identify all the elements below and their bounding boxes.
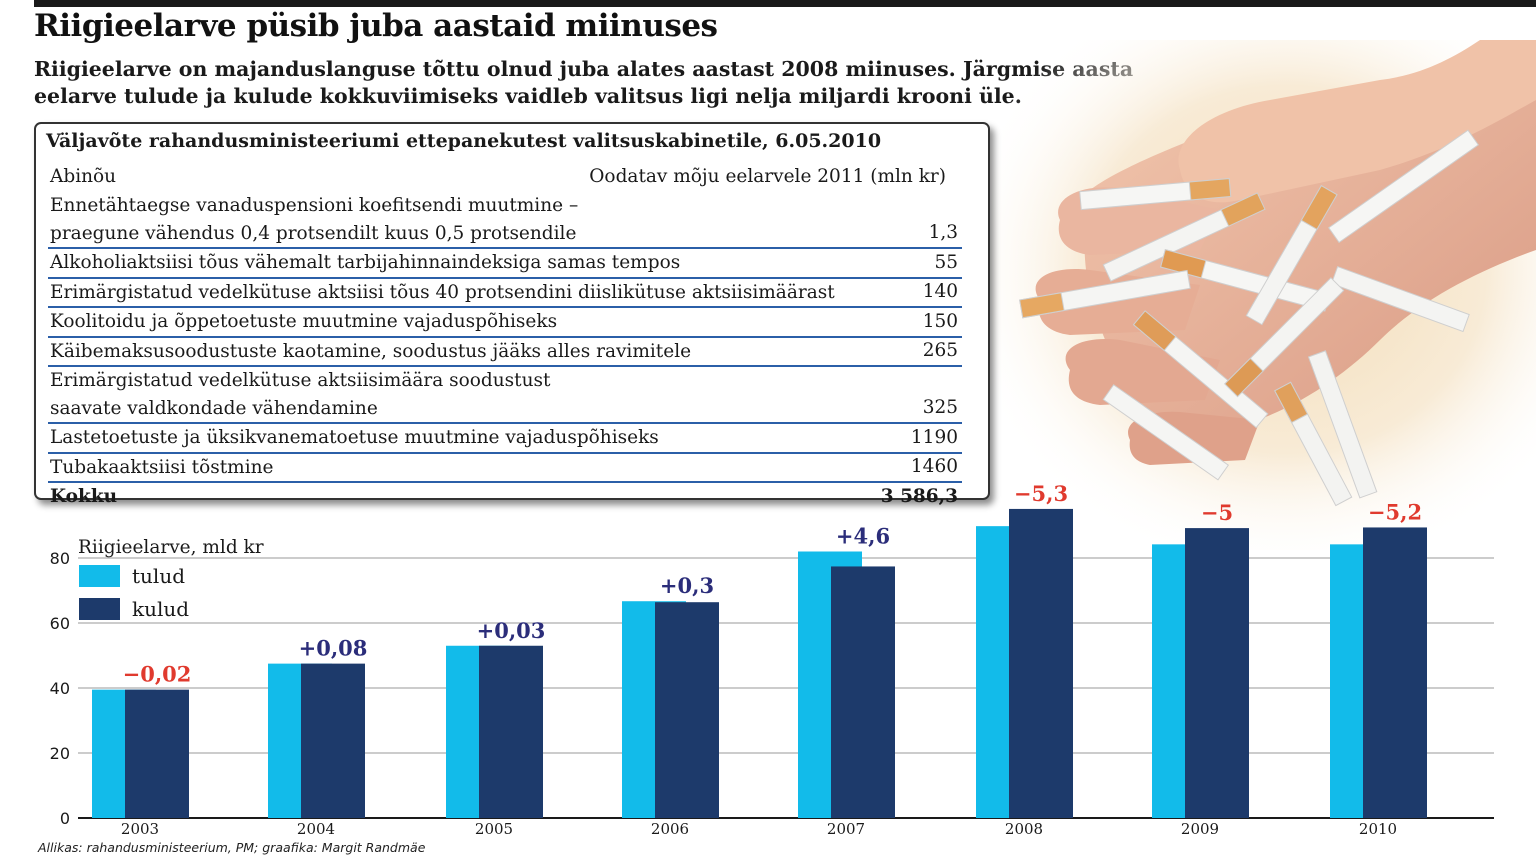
row-label: Alkoholiaktsiisi tõus vähemalt tarbijahi… bbox=[50, 252, 681, 273]
row-label-line: Erimärgistatud vedelkütuse aktsiisimäära… bbox=[50, 370, 551, 391]
bar-kulud bbox=[125, 689, 189, 818]
row-value: 325 bbox=[922, 397, 958, 418]
row-value: 55 bbox=[934, 251, 958, 273]
total-value: 3 586,3 bbox=[880, 485, 958, 507]
bar-kulud bbox=[1185, 528, 1249, 818]
bar-kulud bbox=[1363, 527, 1427, 818]
x-tick-label: 2010 bbox=[1359, 820, 1397, 838]
y-tick-label: 20 bbox=[50, 744, 70, 763]
source-note: Allikas: rahandusministeerium, PM; graaf… bbox=[38, 840, 426, 855]
balance-label: −5,3 bbox=[1014, 481, 1068, 506]
row-label: Tubakaaktsiisi tõstmine bbox=[50, 456, 274, 478]
y-tick-label: 40 bbox=[50, 679, 70, 698]
x-tick-label: 2009 bbox=[1181, 820, 1219, 838]
row-value: 1460 bbox=[910, 456, 958, 477]
table-total-row: Kokku 3 586,3 bbox=[48, 483, 962, 511]
balance-label: −5 bbox=[1201, 500, 1233, 525]
row-label: Erimärgistatud vedelkütuse aktsiisi tõus… bbox=[50, 281, 835, 303]
row-value: 1,3 bbox=[928, 222, 958, 243]
row-value: 140 bbox=[922, 281, 958, 302]
table-row: Ennetähtaegse vanaduspensioni koefitsend… bbox=[48, 192, 962, 249]
balance-label: +0,08 bbox=[299, 636, 368, 661]
cigarettes-in-hand-illustration bbox=[980, 40, 1536, 550]
table-rows: Ennetähtaegse vanaduspensioni koefitsend… bbox=[48, 192, 962, 511]
row-value: 265 bbox=[922, 340, 958, 361]
y-tick-label: 0 bbox=[60, 809, 70, 828]
y-tick-label: 60 bbox=[50, 614, 70, 633]
balance-label: +0,3 bbox=[660, 573, 714, 598]
legend-swatch-tulud bbox=[79, 565, 120, 587]
lead-text: Riigieelarve on majanduslanguse tõttu ol… bbox=[34, 57, 1134, 108]
row-label-line: Ennetähtaegse vanaduspensioni koefitsend… bbox=[50, 195, 579, 216]
balance-label: +4,6 bbox=[836, 524, 890, 549]
table-row: Alkoholiaktsiisi tõus vähemalt tarbijahi… bbox=[48, 249, 962, 279]
y-axis-title: Riigieelarve, mld kr bbox=[78, 537, 264, 558]
table-row: Erimärgistatud vedelkütuse aktsiisimäära… bbox=[48, 367, 962, 424]
row-label-line: saavate valdkondade vähendamine bbox=[50, 397, 378, 419]
bar-kulud bbox=[655, 602, 719, 818]
balance-label: +0,03 bbox=[477, 618, 546, 643]
table-row: Käibemaksusoodustuste kaotamine, soodust… bbox=[48, 338, 962, 367]
balance-label: −5,2 bbox=[1368, 499, 1422, 524]
x-tick-label: 2003 bbox=[121, 820, 159, 838]
x-tick-label: 2005 bbox=[475, 820, 513, 838]
column-header-effect: Oodatav mõju eelarvele 2011 (mln kr) bbox=[589, 166, 946, 187]
x-tick-label: 2004 bbox=[297, 820, 335, 838]
legend-label-tulud: tulud bbox=[132, 564, 185, 588]
measures-table: Väljavõte rahandusministeeriumi ettepane… bbox=[34, 122, 990, 507]
table-row: Koolitoidu ja õppetoetuste muutmine vaja… bbox=[48, 308, 962, 338]
row-label: Käibemaksusoodustuste kaotamine, soodust… bbox=[50, 340, 692, 362]
balance-label: −0,02 bbox=[123, 662, 192, 687]
table-title: Väljavõte rahandusministeeriumi ettepane… bbox=[46, 130, 882, 152]
table-row: Tubakaaktsiisi tõstmine 1460 bbox=[48, 454, 962, 483]
column-header-measure: Abinõu bbox=[50, 166, 117, 187]
table-row: Lastetoetuste ja üksikvanematoetuse muut… bbox=[48, 424, 962, 454]
headline: Riigieelarve püsib juba aastaid miinuses bbox=[34, 8, 718, 44]
x-tick-label: 2007 bbox=[827, 820, 865, 838]
row-label: Koolitoidu ja õppetoetuste muutmine vaja… bbox=[50, 311, 558, 332]
legend-swatch-kulud bbox=[79, 598, 120, 620]
bar-kulud bbox=[1009, 508, 1073, 818]
total-label: Kokku bbox=[50, 486, 118, 507]
table-row: Erimärgistatud vedelkütuse aktsiisi tõus… bbox=[48, 279, 962, 308]
x-tick-label: 2006 bbox=[651, 820, 689, 838]
bar-kulud bbox=[831, 566, 895, 818]
row-value: 150 bbox=[922, 310, 958, 332]
row-value: 1190 bbox=[910, 426, 958, 448]
row-label: Lastetoetuste ja üksikvanematoetuse muut… bbox=[50, 427, 659, 448]
bar-kulud bbox=[301, 663, 365, 818]
y-tick-label: 80 bbox=[50, 549, 70, 568]
legend-label-kulud: kulud bbox=[132, 597, 189, 621]
x-tick-label: 2008 bbox=[1005, 820, 1043, 838]
row-label-line: praegune vähendus 0,4 protsendilt kuus 0… bbox=[50, 222, 577, 244]
top-rule bbox=[34, 0, 1536, 7]
bar-kulud bbox=[479, 645, 543, 818]
